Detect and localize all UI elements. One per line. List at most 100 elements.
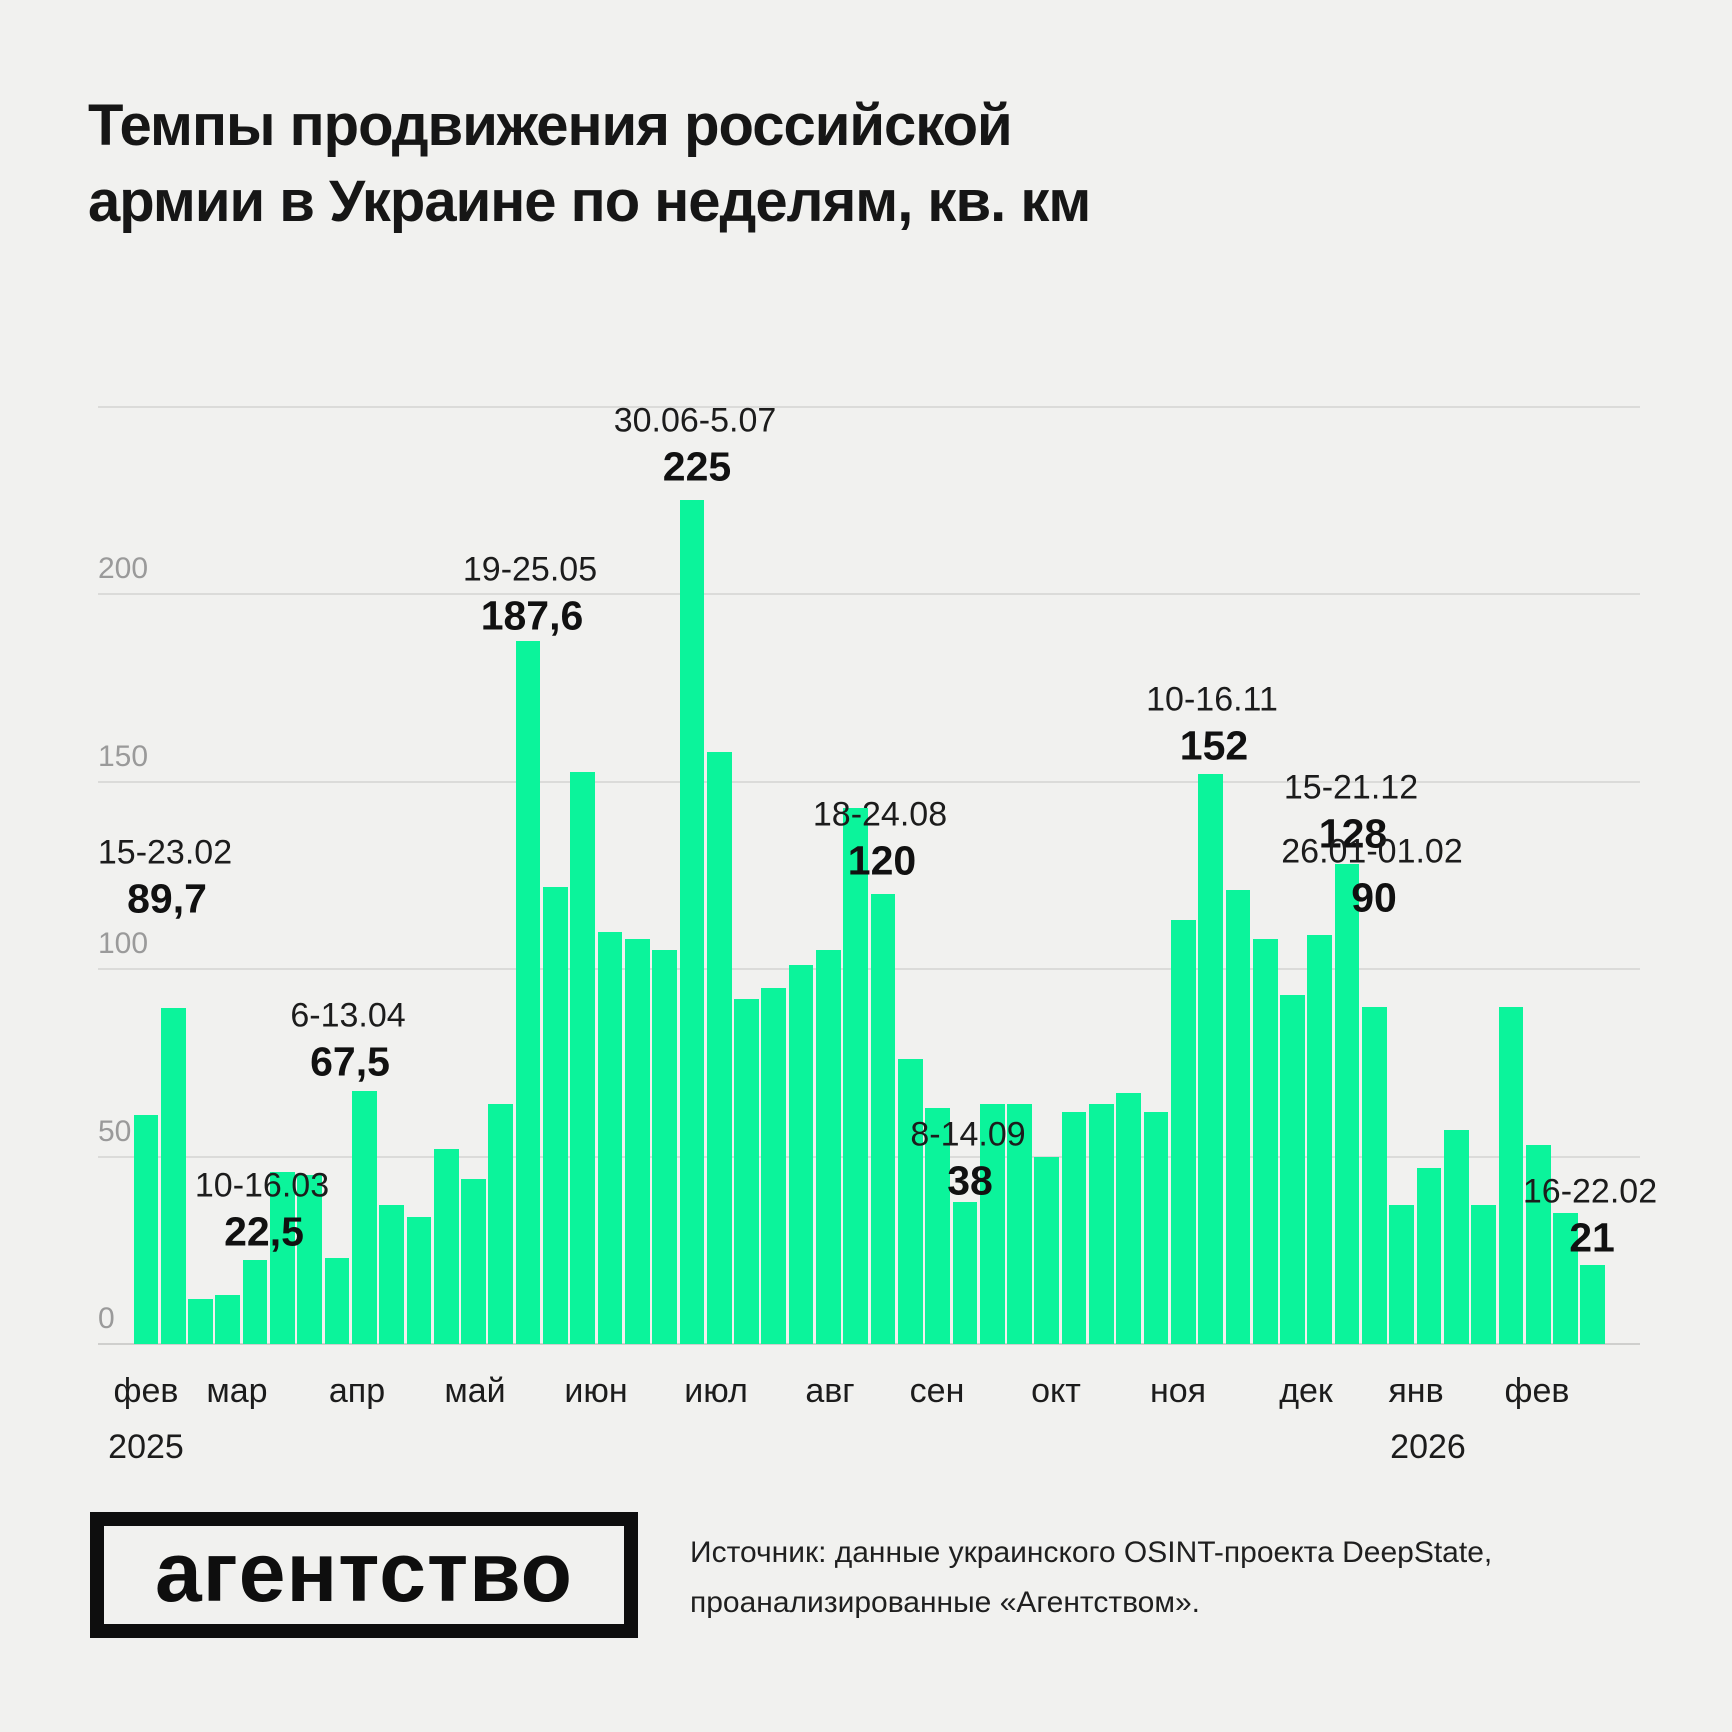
bar-week-43 bbox=[1280, 995, 1305, 1344]
bar-week-24 bbox=[761, 987, 787, 1344]
bar-week-46 bbox=[1362, 1006, 1387, 1344]
bar-week-5 bbox=[242, 1259, 268, 1344]
bar-week-38 bbox=[1143, 1111, 1169, 1344]
bar-week-8 bbox=[324, 1257, 350, 1344]
gridline-0 bbox=[98, 1343, 1640, 1345]
bar-week-52 bbox=[1525, 1145, 1551, 1344]
bar-week-36 bbox=[1089, 1104, 1114, 1344]
x-axis-year-2025: 2025 bbox=[108, 1428, 184, 1466]
annotation-date-26.01-01.02: 26.01-01.02 bbox=[1281, 832, 1463, 871]
annotation-date-8-14.09: 8-14.09 bbox=[910, 1115, 1026, 1154]
annotation-value-6-13.04: 67,5 bbox=[310, 1038, 390, 1085]
bar-week-40 bbox=[1198, 774, 1223, 1344]
agentstvo-logo: агентство bbox=[90, 1512, 638, 1638]
bar-week-49 bbox=[1443, 1130, 1469, 1344]
annotation-value-18-24.08: 120 bbox=[847, 837, 917, 884]
gridline-100 bbox=[98, 968, 1640, 970]
bar-week-13 bbox=[461, 1179, 486, 1344]
bar-week-12 bbox=[433, 1149, 459, 1344]
chart-title: Темпы продвижения российской армии в Укра… bbox=[88, 93, 1091, 234]
bar-week-28 bbox=[870, 894, 896, 1344]
x-axis-month-5-июл: июл bbox=[684, 1372, 748, 1410]
x-axis-month-0-фев: фев bbox=[113, 1372, 179, 1410]
bar-week-3 bbox=[188, 1299, 213, 1344]
bar-week-31 bbox=[952, 1201, 978, 1344]
x-axis-month-7-сен: сен bbox=[909, 1372, 965, 1410]
y-axis-label-200: 200 bbox=[98, 552, 149, 585]
x-axis-month-2-апр: апр bbox=[328, 1372, 386, 1410]
bar-week-26 bbox=[816, 950, 841, 1344]
annotation-date-18-24.08: 18-24.08 bbox=[812, 795, 948, 834]
annotation-value-19-25.05: 187,6 bbox=[480, 592, 584, 639]
bar-week-35 bbox=[1061, 1111, 1087, 1344]
bar-week-20 bbox=[652, 950, 677, 1344]
x-axis-month-12-фев: фев bbox=[1504, 1372, 1570, 1410]
annotation-date-15-23.02: 15-23.02 bbox=[97, 833, 233, 872]
x-axis-year-2026: 2026 bbox=[1390, 1428, 1466, 1466]
bar-week-30 bbox=[925, 1107, 950, 1344]
bar-week-17 bbox=[570, 772, 596, 1344]
y-axis-label-150: 150 bbox=[98, 739, 149, 773]
annotation-value-16-22.02: 21 bbox=[1569, 1214, 1615, 1261]
annotation-value-15-21.12: 128 bbox=[1318, 810, 1388, 857]
bar-week-2 bbox=[160, 1007, 186, 1344]
bar-week-44 bbox=[1307, 935, 1333, 1344]
bar-week-29 bbox=[897, 1059, 923, 1344]
bar-week-41 bbox=[1225, 890, 1251, 1344]
bar-week-53 bbox=[1553, 1212, 1578, 1344]
bar-week-1 bbox=[133, 1115, 159, 1344]
bar-week-18 bbox=[597, 931, 623, 1344]
annotation-date-16-22.02: 16-22.02 bbox=[1522, 1172, 1658, 1211]
bar-week-6 bbox=[270, 1171, 295, 1344]
annotation-date-19-25.05: 19-25.05 bbox=[462, 550, 598, 589]
bar-week-7 bbox=[297, 1175, 323, 1344]
annotation-value-8-14.09: 38 bbox=[947, 1157, 993, 1204]
bar-week-50 bbox=[1471, 1205, 1496, 1344]
x-axis-month-11-янв: янв bbox=[1388, 1372, 1444, 1410]
gridline-200 bbox=[98, 593, 1640, 595]
bar-week-4 bbox=[215, 1295, 241, 1344]
annotation-value-10-16.11: 152 bbox=[1179, 722, 1249, 769]
annotation-value-30.06-5.07: 225 bbox=[662, 443, 732, 490]
annotation-value-26.01-01.02: 90 bbox=[1351, 874, 1397, 921]
x-axis-month-3-май: май bbox=[444, 1372, 506, 1410]
x-axis-month-8-окт: окт bbox=[1031, 1372, 1081, 1410]
bar-week-34 bbox=[1034, 1156, 1060, 1344]
bar-week-15 bbox=[515, 640, 541, 1344]
x-axis-month-10-дек: дек bbox=[1279, 1372, 1333, 1410]
y-axis-label-50: 50 bbox=[98, 1114, 132, 1148]
bar-week-23 bbox=[734, 999, 759, 1344]
annotation-date-6-13.04: 6-13.04 bbox=[290, 996, 406, 1035]
bar-week-45 bbox=[1334, 864, 1360, 1344]
bar-week-37 bbox=[1116, 1092, 1142, 1344]
agentstvo-logo-text: агентство bbox=[155, 1525, 573, 1619]
bar-week-48 bbox=[1416, 1167, 1442, 1344]
annotation-date-15-21.12: 15-21.12 bbox=[1283, 768, 1419, 807]
bar-week-42 bbox=[1252, 939, 1278, 1344]
bar-week-27 bbox=[843, 807, 869, 1344]
x-axis-month-9-ноя: ноя bbox=[1149, 1372, 1207, 1410]
bar-week-10 bbox=[379, 1205, 404, 1344]
bar-week-25 bbox=[788, 965, 814, 1344]
y-axis-label-0: 0 bbox=[98, 1302, 115, 1335]
bar-week-16 bbox=[543, 886, 568, 1344]
annotation-value-10-16.03: 22,5 bbox=[224, 1208, 304, 1255]
gridline-50 bbox=[98, 1155, 1640, 1158]
bar-week-21 bbox=[679, 500, 705, 1344]
bar-week-22 bbox=[706, 751, 732, 1344]
x-axis-month-4-июн: июн bbox=[564, 1372, 628, 1410]
bar-week-9 bbox=[351, 1090, 377, 1344]
gridline-250 bbox=[98, 405, 1640, 408]
annotation-value-15-23.02: 89,7 bbox=[127, 875, 207, 922]
bar-week-51 bbox=[1498, 1006, 1524, 1344]
x-axis-month-1-мар: мар bbox=[206, 1372, 268, 1410]
bar-week-32 bbox=[979, 1104, 1005, 1344]
bar-week-11 bbox=[406, 1216, 432, 1344]
annotation-date-10-16.11: 10-16.11 bbox=[1146, 680, 1278, 719]
y-axis-label-100: 100 bbox=[98, 927, 149, 960]
annotation-date-30.06-5.07: 30.06-5.07 bbox=[613, 401, 777, 440]
bar-week-54 bbox=[1580, 1265, 1606, 1344]
bar-week-39 bbox=[1170, 920, 1196, 1344]
